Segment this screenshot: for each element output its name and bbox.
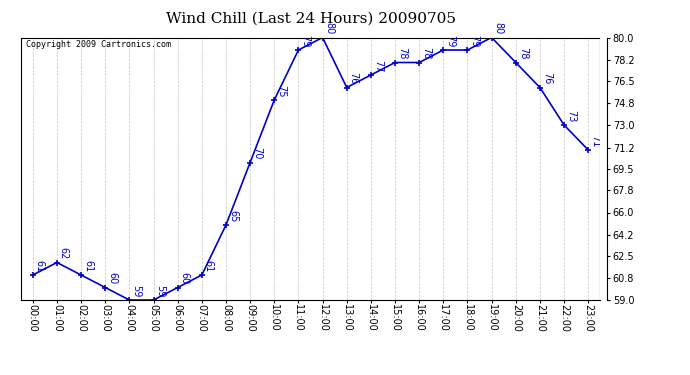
Text: 79: 79	[300, 35, 310, 47]
Text: 59: 59	[155, 285, 166, 297]
Text: 61: 61	[83, 260, 93, 272]
Text: 79: 79	[445, 35, 455, 47]
Text: 75: 75	[276, 85, 286, 97]
Text: Copyright 2009 Cartronics.com: Copyright 2009 Cartronics.com	[26, 40, 172, 49]
Text: 60: 60	[107, 273, 117, 285]
Text: 77: 77	[373, 60, 383, 72]
Text: 61: 61	[204, 260, 214, 272]
Text: 79: 79	[469, 35, 480, 47]
Text: 78: 78	[518, 47, 528, 60]
Text: 76: 76	[542, 72, 552, 85]
Text: 80: 80	[324, 22, 335, 35]
Text: 65: 65	[228, 210, 238, 222]
Text: 78: 78	[421, 47, 431, 60]
Text: 62: 62	[59, 248, 69, 260]
Text: 80: 80	[493, 22, 504, 35]
Text: 76: 76	[348, 72, 359, 85]
Text: Wind Chill (Last 24 Hours) 20090705: Wind Chill (Last 24 Hours) 20090705	[166, 11, 455, 25]
Text: 78: 78	[397, 47, 407, 60]
Text: 73: 73	[566, 110, 576, 122]
Text: 60: 60	[179, 273, 190, 285]
Text: 61: 61	[34, 260, 45, 272]
Text: 71: 71	[590, 135, 600, 147]
Text: 70: 70	[252, 147, 262, 160]
Text: 59: 59	[131, 285, 141, 297]
